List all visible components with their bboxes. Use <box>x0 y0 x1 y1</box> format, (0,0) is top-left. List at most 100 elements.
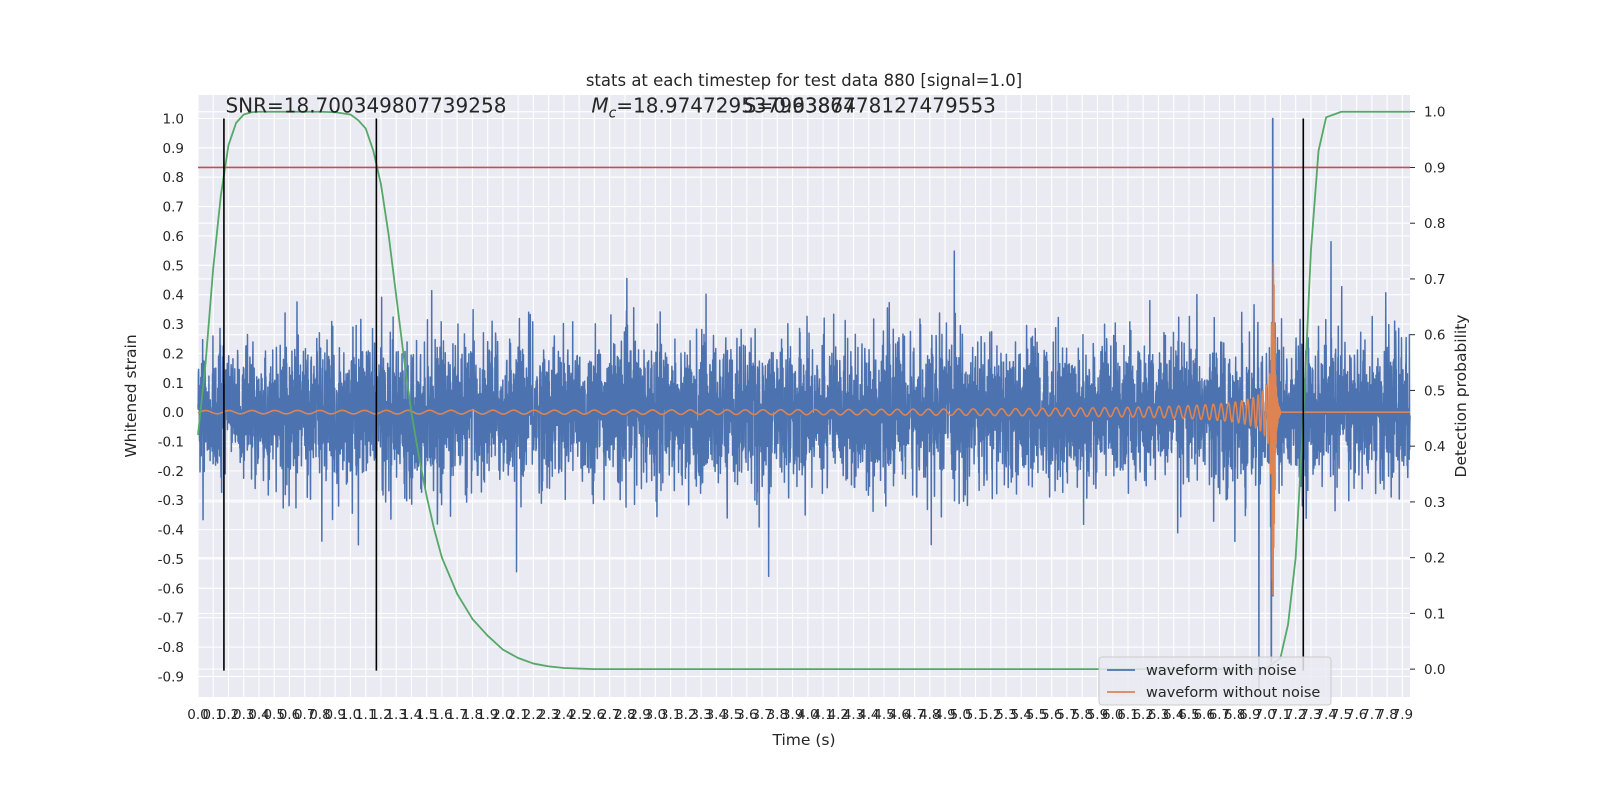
x-tick-label: 4.2 <box>828 707 849 723</box>
annotations: SNR=18.700349807739258 Mc=18.974729537963… <box>225 94 995 122</box>
x-tick-label: 2.4 <box>553 707 574 723</box>
y-tick-label: 0.6 <box>163 229 184 245</box>
noisy-waveform-line <box>197 117 1411 690</box>
x-tick-label: 2.6 <box>584 707 605 723</box>
x-axis-label: Time (s) <box>771 731 835 749</box>
y-tick-label: -0.8 <box>158 640 184 656</box>
annotation-text: S=0.9387478127479553 <box>744 94 996 118</box>
x-tick-label: 5.0 <box>950 707 971 723</box>
legend-box <box>1098 656 1332 706</box>
y-tick-label: -0.7 <box>158 611 184 627</box>
x-tick-label: 7.9 <box>1392 707 1413 723</box>
y-tick-label: -0.9 <box>158 669 184 685</box>
x-tick-label: 5.5 <box>1026 707 1047 723</box>
x-tick-label: 0.1 <box>203 707 224 723</box>
y-tick-label: -0.2 <box>158 464 184 480</box>
x-tick-label: 2.9 <box>629 707 650 723</box>
y-tick-label: 0.0 <box>163 405 184 421</box>
y-right-tick-label: 1.0 <box>1424 105 1445 121</box>
x-tick-label: 7.5 <box>1331 707 1352 723</box>
x-tick-label: 5.1 <box>965 707 986 723</box>
legend-entry-waveform-without-noise: waveform without noise <box>1146 685 1320 701</box>
x-tick-label: 0.4 <box>248 707 269 723</box>
x-tick-label: 3.2 <box>675 707 696 723</box>
y-right-tick-label: 0.2 <box>1424 551 1445 567</box>
x-tick-label: 1.7 <box>446 707 467 723</box>
reference-lines <box>198 118 1410 671</box>
x-tick-label: 6.3 <box>1148 707 1169 723</box>
x-tick-label: 6.4 <box>1163 707 1184 723</box>
y-tick-label: -0.6 <box>158 581 184 597</box>
x-tick-label: 6.1 <box>1117 707 1138 723</box>
chart-title: stats at each timestep for test data 880… <box>586 71 1022 90</box>
x-tick-label: 3.1 <box>660 707 681 723</box>
clean-waveform-line <box>197 262 1411 596</box>
y-tick-label: 0.3 <box>163 317 184 333</box>
x-tick-label: 2.7 <box>599 707 620 723</box>
x-tick-label: 0.0 <box>187 707 208 723</box>
series-waveform-without-noise <box>197 262 1411 596</box>
x-tick-label: 2.5 <box>568 707 589 723</box>
x-tick-label: 0.5 <box>263 707 284 723</box>
y-right-tick-label: 0.3 <box>1424 495 1445 511</box>
x-tick-label: 3.4 <box>706 707 727 723</box>
x-tick-label: 1.4 <box>401 707 422 723</box>
x-tick-label: 7.7 <box>1361 707 1382 723</box>
x-tick-label: 0.9 <box>324 707 345 723</box>
y-right-tick-label: 0.7 <box>1424 272 1445 288</box>
x-tick-label: 3.7 <box>751 707 772 723</box>
y-tick-label: -0.1 <box>158 435 184 451</box>
y-tick-label: 0.1 <box>163 376 184 392</box>
x-tick-label: 4.8 <box>919 707 940 723</box>
y-tick-label: 0.2 <box>163 346 184 362</box>
x-tick-label: 5.6 <box>1041 707 1062 723</box>
x-tick-label: 1.9 <box>477 707 498 723</box>
x-tick-label: 1.5 <box>416 707 437 723</box>
x-tick-label: 5.3 <box>995 707 1016 723</box>
x-tick-label: 7.6 <box>1346 707 1367 723</box>
x-tick-label: 2.2 <box>523 707 544 723</box>
y-tick-label: 1.0 <box>163 111 184 127</box>
x-tick-label: 6.6 <box>1193 707 1214 723</box>
y-tick-label: 0.8 <box>163 170 184 186</box>
y-right-tick-label: 0.6 <box>1424 328 1445 344</box>
x-tick-label: 4.4 <box>858 707 879 723</box>
x-tick-label: 5.8 <box>1071 707 1092 723</box>
x-tick-label: 5.4 <box>1011 707 1032 723</box>
y-right-tick-label: 0.5 <box>1424 383 1445 399</box>
x-tick-label: 0.2 <box>218 707 239 723</box>
x-tick-label: 6.2 <box>1132 707 1153 723</box>
x-tick-label: 2.8 <box>614 707 635 723</box>
annotation-text: Mc=18.974729537963867 <box>591 94 855 122</box>
x-tick-label: 3.3 <box>690 707 711 723</box>
legend: waveform with noise waveform without noi… <box>1098 656 1332 706</box>
x-tick-label: 4.3 <box>843 707 864 723</box>
y-tick-label: -0.5 <box>158 552 184 568</box>
x-tick-label: 7.3 <box>1300 707 1321 723</box>
x-tick-label: 6.0 <box>1102 707 1123 723</box>
x-tick-label: 7.8 <box>1376 707 1397 723</box>
legend-entry-waveform-with-noise: waveform with noise <box>1146 663 1297 679</box>
series-waveform-with-noise <box>197 117 1411 690</box>
x-tick-label: 0.3 <box>233 707 254 723</box>
y-right-tick-label: 0.0 <box>1424 662 1445 678</box>
y-right-tick-label: 0.1 <box>1424 606 1445 622</box>
x-tick-label: 5.7 <box>1056 707 1077 723</box>
annotation-text: SNR=18.700349807739258 <box>225 94 506 118</box>
x-tick-label: 6.8 <box>1224 707 1245 723</box>
x-tick-label: 4.1 <box>812 707 833 723</box>
x-tick-label: 1.8 <box>462 707 483 723</box>
x-tick-label: 4.7 <box>904 707 925 723</box>
x-tick-label: 7.4 <box>1315 707 1336 723</box>
y-tick-label: 0.5 <box>163 258 184 274</box>
x-tick-label: 3.8 <box>767 707 788 723</box>
x-tick-label: 4.5 <box>873 707 894 723</box>
x-tick-label: 5.2 <box>980 707 1001 723</box>
x-tick-label: 2.0 <box>492 707 513 723</box>
y-tick-label: -0.4 <box>158 523 184 539</box>
y-tick-label: -0.3 <box>158 493 184 509</box>
x-tick-label: 4.6 <box>889 707 910 723</box>
axis-ticks: 0.00.10.20.30.40.50.60.70.80.91.01.11.21… <box>158 105 1446 723</box>
x-tick-label: 1.0 <box>340 707 361 723</box>
